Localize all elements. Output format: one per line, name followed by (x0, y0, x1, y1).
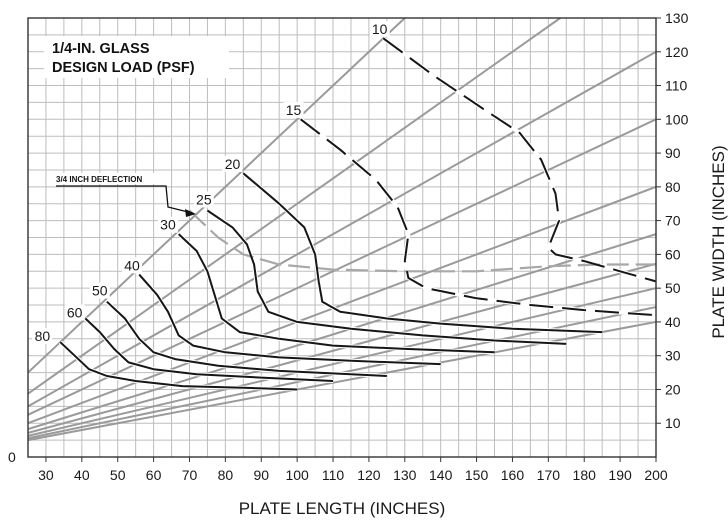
curve-label-80: 80 (35, 328, 51, 344)
x-tick-label: 140 (429, 467, 453, 483)
x-tick-label: 80 (218, 467, 234, 483)
title-line-2: DESIGN LOAD (PSF) (52, 60, 195, 76)
load-curve-10 (382, 37, 657, 283)
x-tick-label: 100 (285, 467, 309, 483)
x-tick-label: 170 (537, 467, 561, 483)
x-tick-label: 60 (146, 467, 162, 483)
origin-label: 0 (8, 449, 16, 465)
aspect-ratio-line (27, 17, 406, 374)
plot-border (27, 17, 657, 458)
x-tick-label: 70 (182, 467, 198, 483)
x-tick-label: 90 (253, 467, 269, 483)
curve-label-bg (369, 20, 390, 37)
aspect-ratio-line (27, 185, 657, 425)
load-curves (58, 36, 657, 392)
load-curve-30 (178, 233, 495, 354)
deflection-label-bg (54, 173, 170, 184)
x-tick-label: 50 (110, 467, 126, 483)
deflection-arrowhead (185, 209, 196, 217)
y-axis-title: PLATE WIDTH (INCHES) (709, 145, 728, 338)
x-tick-label: 200 (644, 467, 668, 483)
curve-label-bg (222, 155, 243, 172)
x-tick-label: 30 (38, 467, 54, 483)
curve-label-30: 30 (160, 217, 176, 233)
deflection-label: 3/4 INCH DEFLECTION (56, 175, 142, 184)
curve-label-10: 10 (372, 21, 388, 37)
deflection-callout: 3/4 INCH DEFLECTION (54, 173, 196, 217)
load-curve-40 (138, 273, 441, 366)
curve-label-bg (193, 191, 214, 208)
aspect-ratio-line (27, 262, 657, 434)
curve-labels: 10 15 20 25 30 40 50 60 80 (32, 20, 390, 345)
x-tick-label: 120 (357, 467, 381, 483)
y-tick-label: 60 (665, 246, 681, 262)
curve-label-15: 15 (286, 102, 302, 118)
load-curve-20 (242, 172, 603, 334)
x-tick-label: 190 (608, 467, 632, 483)
curve-label-40: 40 (124, 257, 140, 273)
curve-label-bg (157, 216, 178, 233)
x-tick-label: 160 (501, 467, 525, 483)
y-tick-label: 120 (665, 44, 689, 60)
aspect-ratio-line (27, 50, 657, 408)
title-box (44, 36, 229, 78)
aspect-ratio-line (27, 320, 657, 442)
y-tick-label: 50 (665, 280, 681, 296)
curve-label-bg (122, 257, 143, 274)
load-curve-15 (300, 118, 657, 317)
y-tick-label: 30 (665, 348, 681, 364)
curve-label-20: 20 (225, 156, 241, 172)
curve-label-25: 25 (196, 191, 212, 207)
curve-label-bg (89, 282, 110, 299)
curve-label-bg (64, 304, 85, 321)
curve-label-bg (283, 101, 304, 118)
curve-label-bg (32, 328, 53, 345)
chart-title: 1/4-IN. GLASS DESIGN LOAD (PSF) (44, 36, 229, 78)
load-curve-halo (299, 117, 657, 318)
title-line-1: 1/4-IN. GLASS (52, 41, 150, 57)
x-tick-label: 150 (465, 467, 489, 483)
aspect-ratio-line (27, 17, 561, 395)
y-tick-label: 70 (665, 213, 681, 229)
y-tick-label: 110 (665, 78, 688, 94)
y-tick-label: 80 (665, 179, 681, 195)
load-curve-50 (106, 300, 387, 377)
plot-frame (27, 17, 657, 458)
curve-label-60: 60 (67, 305, 83, 321)
y-tick-label: 100 (665, 111, 689, 127)
x-axis-title: PLATE LENGTH (INCHES) (239, 499, 446, 518)
x-tick-label: 40 (74, 467, 90, 483)
x-tick-label: 110 (322, 467, 345, 483)
y-tick-label: 90 (665, 145, 681, 161)
load-curve-80 (59, 341, 298, 391)
deflection-leader-line (56, 185, 193, 214)
curve-label-50: 50 (92, 283, 108, 299)
x-tick-label: 130 (393, 467, 417, 483)
y-tick-label: 130 (665, 10, 689, 26)
x-tick-label: 180 (573, 467, 597, 483)
y-tick-label: 20 (665, 381, 681, 397)
y-tick-label: 10 (665, 415, 681, 431)
load-curve-60 (84, 317, 334, 382)
grid-layer (28, 18, 656, 457)
load-curve-25 (206, 209, 567, 345)
tick-labels: 30 40 50 60 70 80 90 100 110 120 130 140 150 160 170 18… (38, 10, 688, 483)
y-tick-label: 40 (665, 314, 681, 330)
